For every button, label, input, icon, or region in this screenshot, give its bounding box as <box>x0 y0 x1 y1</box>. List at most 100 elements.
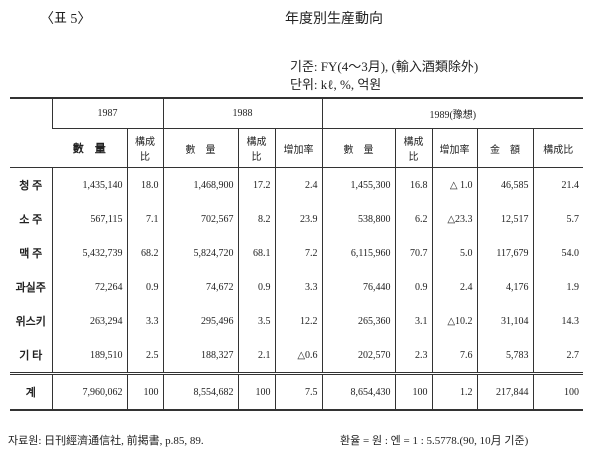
table-row: 1987 1988 1989(豫想) <box>10 98 584 168</box>
cell: 12.2 <box>274 304 323 338</box>
cell: 702,567 <box>162 202 238 236</box>
table-row: 청 주 1,435,140 18.0 1,468,900 17.2 2.4 1,455,30… <box>10 167 584 202</box>
cell: 117,679 <box>476 236 534 270</box>
cell: 0.9 <box>126 270 163 304</box>
cell: 18.0 <box>126 167 163 202</box>
exchange-rate: 환율 = 원 : 엔 = 1 : 5.5778.(90, 10月 기준) <box>340 435 529 447</box>
cell: 2.3 <box>394 338 433 374</box>
cell: 7,960,062 <box>51 372 127 410</box>
table-row: 맥 주 5,432,739 68.2 5,824,720 68.1 7.2 6,115,96… <box>10 236 584 270</box>
cell: 3.5 <box>237 304 275 338</box>
column-header: 金 額 <box>476 128 534 168</box>
note: 단위: kℓ, %, 억원 <box>290 77 382 92</box>
cell: 567,115 <box>51 202 127 236</box>
table-row: 소 주 567,115 7.1 702,567 8.2 23.9 538,800 6.2 △23… <box>10 202 584 236</box>
table-row: 계 7,960,062 100 8,554,682 100 7.5 8,654,430 100… <box>10 372 584 410</box>
cell: 1.2 <box>431 372 478 410</box>
cell: 12,517 <box>476 202 534 236</box>
cell: 0.9 <box>237 270 275 304</box>
cell: 5,783 <box>476 338 534 374</box>
row-label: 맥 주 <box>19 248 43 260</box>
cell: 76,440 <box>321 270 396 304</box>
cell: 68.2 <box>126 236 163 270</box>
column-header: 構成比 <box>126 128 163 168</box>
cell: 3.1 <box>394 304 433 338</box>
row-label: 청 주 <box>19 180 43 192</box>
cell: 6.2 <box>394 202 433 236</box>
cell: 21.4 <box>532 167 584 202</box>
cell: 7.6 <box>431 338 478 374</box>
cell: 7.1 <box>126 202 163 236</box>
cell: 263,294 <box>51 304 127 338</box>
table-row: 數 量構成比數 量構成比 增加率數 量構成比 增加率金 額構成比 <box>10 128 584 168</box>
cell: 2.1 <box>237 338 275 374</box>
cell: 100 <box>532 372 584 410</box>
cell: 6,115,960 <box>321 236 396 270</box>
cell: 0.9 <box>394 270 433 304</box>
data-table: 1987 1988 1989(豫想) 數 量構成比數 量構成比 增加率數 量構成比 增加率… <box>10 97 584 411</box>
column-header: 數 量 <box>321 128 396 168</box>
cell: 538,800 <box>321 202 396 236</box>
cell: 202,570 <box>321 338 396 374</box>
column-header: 數 量 <box>162 128 238 168</box>
cell: 46,585 <box>476 167 534 202</box>
cell: 1,468,900 <box>162 167 238 202</box>
cell: 5,824,720 <box>162 236 238 270</box>
cell: 2.7 <box>532 338 584 374</box>
cell: 68.1 <box>237 236 275 270</box>
row-label: 과실주 <box>15 282 46 294</box>
title: 年度別生産動向 <box>285 12 383 27</box>
cell: 8,654,430 <box>321 372 396 410</box>
cell: 23.9 <box>274 202 323 236</box>
year-header: 1988 <box>162 98 323 129</box>
cell: 74,672 <box>162 270 238 304</box>
cell: 31,104 <box>476 304 534 338</box>
table-row: 위스키 263,294 3.3 295,496 3.5 12.2 265,360 3.1 △10… <box>10 304 584 338</box>
cell: △ 1.0 <box>431 167 478 202</box>
column-header: 構成比 <box>237 128 275 168</box>
cell: 70.7 <box>394 236 433 270</box>
row-label: 위스키 <box>15 316 46 328</box>
corner-cell <box>10 98 52 168</box>
column-header: 數 量 <box>52 128 127 168</box>
cell: 3.3 <box>126 304 163 338</box>
note: 기준: FY(4～3月), (輸入酒類除外) <box>290 59 479 74</box>
cell: 8.2 <box>237 202 275 236</box>
cell: 2.4 <box>431 270 478 304</box>
cell: 2.4 <box>274 167 323 202</box>
cell: 188,327 <box>162 338 238 374</box>
cell: 1,435,140 <box>51 167 127 202</box>
column-header: 增加率 <box>274 128 323 168</box>
cell: 2.5 <box>126 338 163 374</box>
cell: 265,360 <box>321 304 396 338</box>
column-header: 構成比 <box>532 128 584 168</box>
table-row: 기 타 189,510 2.5 188,327 2.1 △0.6 202,570 2.3 7.6… <box>10 338 584 374</box>
cell: 5,432,739 <box>51 236 127 270</box>
cell: 4,176 <box>476 270 534 304</box>
cell: 5.7 <box>532 202 584 236</box>
cell: 8,554,682 <box>162 372 238 410</box>
cell: △10.2 <box>431 304 478 338</box>
cell: 100 <box>126 372 163 410</box>
cell: 5.0 <box>431 236 478 270</box>
year-header: 1989(豫想) <box>321 98 584 129</box>
row-label: 계 <box>10 372 52 410</box>
cell: 72,264 <box>51 270 127 304</box>
column-header: 構成比 <box>394 128 433 168</box>
cell: 100 <box>394 372 433 410</box>
cell: 1,455,300 <box>321 167 396 202</box>
cell: △23.3 <box>431 202 478 236</box>
cell: 1.9 <box>532 270 584 304</box>
cell: 17.2 <box>237 167 275 202</box>
table-label: 〈표 5〉 <box>40 12 92 27</box>
cell: 295,496 <box>162 304 238 338</box>
cell: 14.3 <box>532 304 584 338</box>
row-label: 기 타 <box>19 350 43 362</box>
cell: 217,844 <box>476 372 534 410</box>
source: 자료원: 日刊經濟通信社, 前掲書, p.85, 89. <box>8 435 204 447</box>
cell: 7.2 <box>274 236 323 270</box>
cell: 16.8 <box>394 167 433 202</box>
cell: △0.6 <box>274 338 323 374</box>
table-row: 과실주 72,264 0.9 74,672 0.9 3.3 76,440 0.9 2.4 4,17… <box>10 270 584 304</box>
